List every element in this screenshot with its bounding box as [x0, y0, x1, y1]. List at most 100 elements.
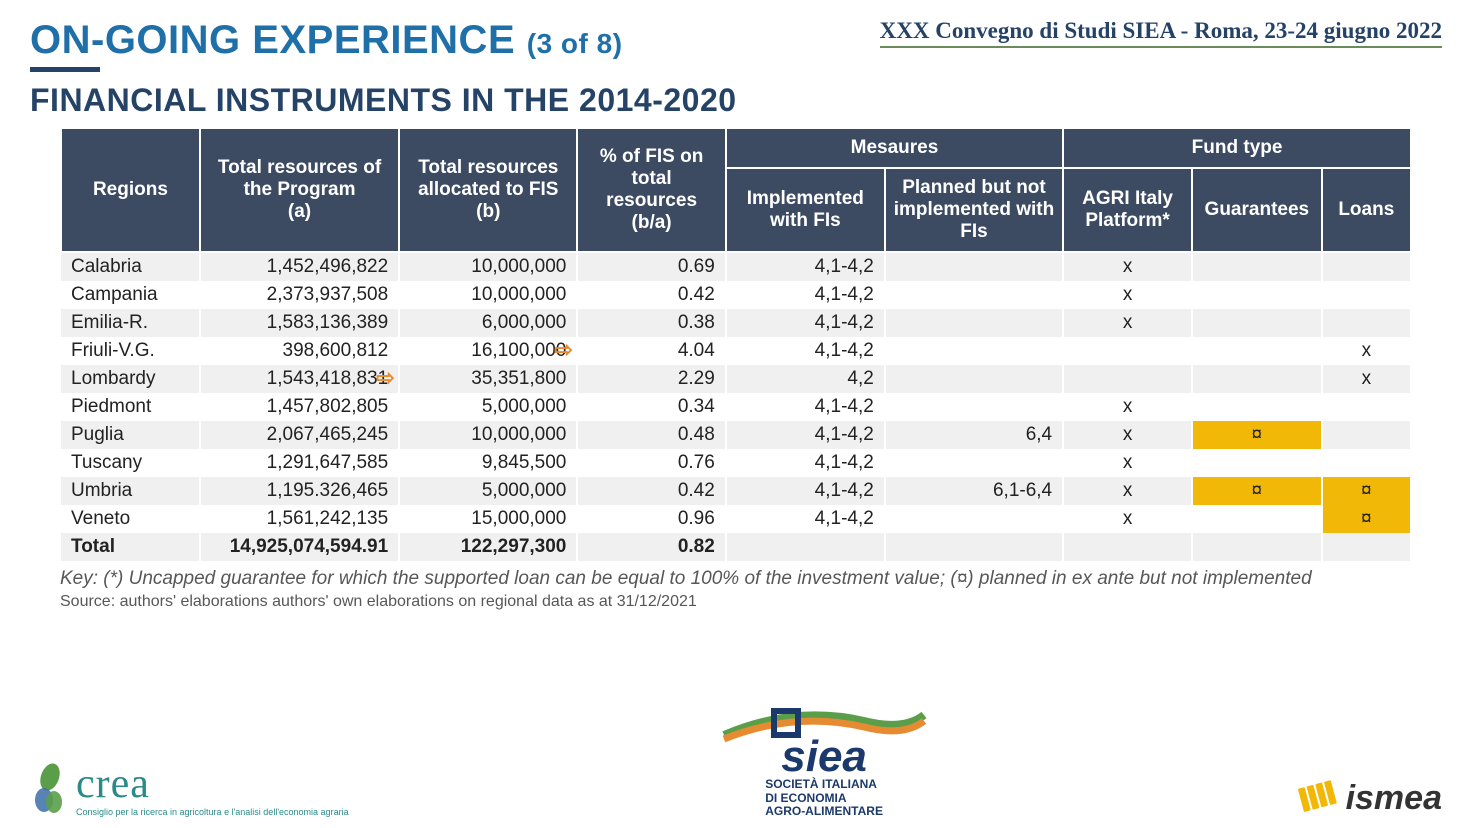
cell: x	[1063, 309, 1192, 337]
cell: x	[1063, 393, 1192, 421]
cell	[885, 393, 1063, 421]
cell: 398,600,812	[200, 337, 399, 365]
cell: Total	[61, 533, 200, 561]
cell: 6,1-6,4	[885, 477, 1063, 505]
table-row: Umbria1,195.326,4655,000,0000.424,1-4,26…	[61, 477, 1411, 505]
cell: Calabria	[61, 252, 200, 281]
siea-logo: siea SOCIETÀ ITALIANA DI ECONOMIA AGRO-A…	[714, 701, 934, 818]
crea-logo: crea Consiglio per la ricerca in agricol…	[30, 760, 349, 818]
cell	[1322, 281, 1411, 309]
col-fund: Fund type	[1063, 128, 1411, 168]
ismea-text: ismea	[1346, 779, 1442, 818]
conference-label: XXX Convegno di Studi SIEA - Roma, 23-24…	[880, 18, 1442, 48]
cell: 10,000,000	[399, 421, 577, 449]
col-measures-plan: Planned but not implemented with FIs	[885, 168, 1063, 252]
crea-text: crea	[76, 761, 150, 807]
cell: 2,067,465,245	[200, 421, 399, 449]
cell: 4,1-4,2	[726, 505, 885, 533]
cell: x	[1063, 252, 1192, 281]
cell: 0.69	[577, 252, 725, 281]
cell: ¤	[1322, 477, 1411, 505]
cell: 16,100,000	[399, 337, 577, 365]
cell: x	[1063, 421, 1192, 449]
cell: Lombardy	[61, 365, 200, 393]
cell: Friuli-V.G.	[61, 337, 200, 365]
cell: 10,000,000	[399, 252, 577, 281]
cell: ¤	[1322, 505, 1411, 533]
cell: 4,1-4,2	[726, 252, 885, 281]
cell	[1063, 533, 1192, 561]
title-text: ON-GOING EXPERIENCE	[30, 18, 515, 62]
cell	[1322, 252, 1411, 281]
cell: 1,561,242,135	[200, 505, 399, 533]
subtitle: FINANCIAL INSTRUMENTS IN THE 2014-2020	[30, 82, 1442, 119]
cell: x	[1063, 449, 1192, 477]
cell	[885, 281, 1063, 309]
cell	[1322, 421, 1411, 449]
cell	[1192, 252, 1322, 281]
cell: Veneto	[61, 505, 200, 533]
cell: 1,195.326,465	[200, 477, 399, 505]
cell: 14,925,074,594.91	[200, 533, 399, 561]
cell: x	[1322, 337, 1411, 365]
cell: x	[1063, 505, 1192, 533]
cell: 0.82	[577, 533, 725, 561]
cell: 0.42	[577, 281, 725, 309]
cell	[885, 252, 1063, 281]
col-regions: Regions	[61, 128, 200, 252]
cell	[1192, 505, 1322, 533]
col-total-a: Total resources of the Program(a)	[200, 128, 399, 252]
table-row: Friuli-V.G.398,600,81216,100,0004.04⇨4,1…	[61, 337, 1411, 365]
table-container: Regions Total resources of the Program(a…	[60, 127, 1412, 561]
cell	[1192, 337, 1322, 365]
cell: Piedmont	[61, 393, 200, 421]
table-row: Lombardy1,543,418,83135,351,800⇨2.294,2x	[61, 365, 1411, 393]
cell: x	[1322, 365, 1411, 393]
cell: 1,291,647,585	[200, 449, 399, 477]
cell: 4,1-4,2	[726, 281, 885, 309]
cell	[726, 533, 885, 561]
cell: 4,1-4,2	[726, 421, 885, 449]
col-fund-loans: Loans	[1322, 168, 1411, 252]
cell	[885, 337, 1063, 365]
cell: 6,000,000	[399, 309, 577, 337]
financial-table: Regions Total resources of the Program(a…	[60, 127, 1412, 561]
cell	[1063, 337, 1192, 365]
table-row-total: Total14,925,074,594.91122,297,3000.82	[61, 533, 1411, 561]
cell: 1,583,136,389	[200, 309, 399, 337]
cell: 5,000,000	[399, 393, 577, 421]
cell	[1063, 365, 1192, 393]
cell: 10,000,000	[399, 281, 577, 309]
col-fund-guar: Guarantees	[1192, 168, 1322, 252]
cell	[885, 309, 1063, 337]
key-note: Key: (*) Uncapped guarantee for which th…	[60, 567, 1412, 591]
title-block: ON-GOING EXPERIENCE (3 of 8)	[30, 18, 623, 72]
cell: 15,000,000	[399, 505, 577, 533]
col-measures-impl: Implemented with FIs	[726, 168, 885, 252]
header-row: ON-GOING EXPERIENCE (3 of 8) XXX Convegn…	[30, 18, 1442, 72]
table-body: Calabria1,452,496,82210,000,0000.694,1-4…	[61, 252, 1411, 561]
source-note: Source: authors' elaborations authors' o…	[60, 593, 1412, 611]
cell	[885, 533, 1063, 561]
cell: 1,457,802,805	[200, 393, 399, 421]
table-row: Tuscany1,291,647,5859,845,5000.764,1-4,2…	[61, 449, 1411, 477]
leaf-icon	[30, 762, 70, 816]
col-measures: Mesaures	[726, 128, 1063, 168]
table-row: Puglia2,067,465,24510,000,0000.484,1-4,2…	[61, 421, 1411, 449]
cell: 4,1-4,2	[726, 449, 885, 477]
table-head: Regions Total resources of the Program(a…	[61, 128, 1411, 252]
table-row: Emilia-R.1,583,136,3896,000,0000.384,1-4…	[61, 309, 1411, 337]
cell: 4,1-4,2	[726, 393, 885, 421]
cell	[1322, 393, 1411, 421]
col-fund-agri: AGRI Italy Platform*	[1063, 168, 1192, 252]
cell: ¤	[1192, 477, 1322, 505]
cell: 0.76	[577, 449, 725, 477]
cell: 1,543,418,831	[200, 365, 399, 393]
cell: 0.42	[577, 477, 725, 505]
bars-icon	[1296, 780, 1338, 817]
cell	[1322, 309, 1411, 337]
page-indicator: (3 of 8)	[527, 28, 623, 59]
table-row: Piedmont1,457,802,8055,000,0000.344,1-4,…	[61, 393, 1411, 421]
col-total-b: Total resources allocated to FIS (b)	[399, 128, 577, 252]
cell	[885, 505, 1063, 533]
